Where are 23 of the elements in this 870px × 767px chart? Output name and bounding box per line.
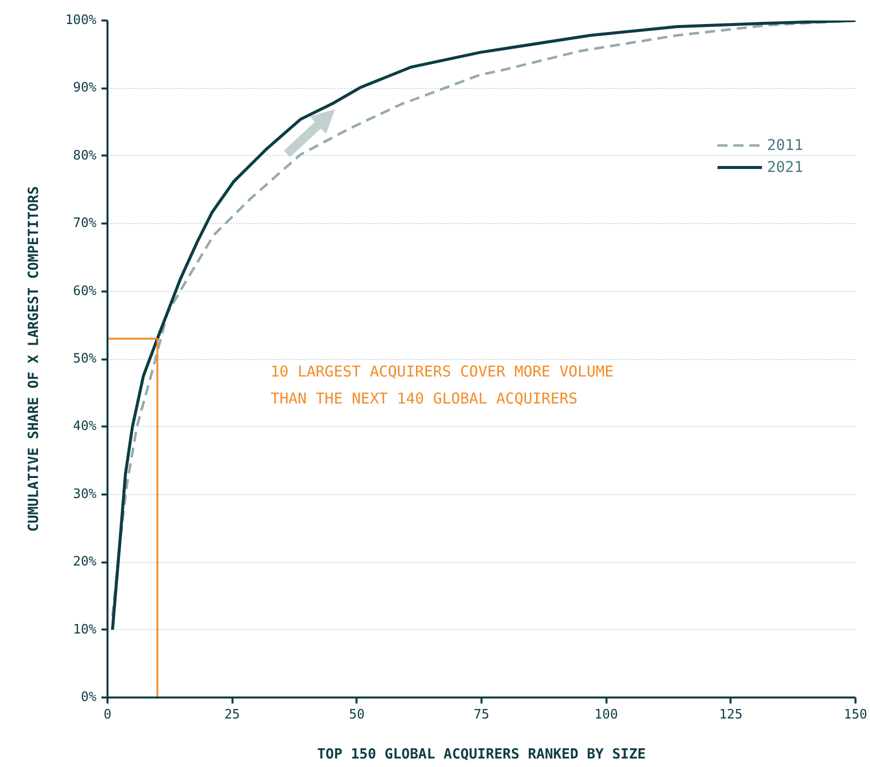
annotation: 10 LARGEST ACQUIRERS COVER MORE VOLUME THAN THE NEXT 140 GLOBAL ACQUIRERS bbox=[270, 362, 614, 408]
y-tick-label: 100% bbox=[65, 13, 97, 28]
y-tick-label: 90% bbox=[73, 80, 97, 96]
x-tick-label: 150 bbox=[844, 708, 868, 722]
x-tick-label: 125 bbox=[719, 708, 743, 722]
y-tick-label: 20% bbox=[73, 554, 97, 570]
y-tick-label: 80% bbox=[73, 148, 97, 164]
y-tick-label: 70% bbox=[73, 216, 97, 232]
x-axis-title: TOP 150 GLOBAL ACQUIRERS RANKED BY SIZE bbox=[317, 746, 646, 762]
y-tick-label: 0% bbox=[80, 690, 97, 705]
y-axis-title: CUMULATIVE SHARE OF X LARGEST COMPETITORS bbox=[26, 186, 42, 532]
x-tick-label: 100 bbox=[594, 708, 618, 722]
y-tick-label: 60% bbox=[73, 284, 97, 299]
y-tick-label: 50% bbox=[73, 352, 97, 366]
x-tick-label: 75 bbox=[474, 708, 490, 722]
y-tick-label: 30% bbox=[73, 486, 97, 502]
y-tick-label: 40% bbox=[73, 419, 97, 434]
x-tick-label: 0 bbox=[104, 708, 112, 722]
x-tick-label: 25 bbox=[224, 708, 240, 722]
legend-label: 2021 bbox=[767, 158, 804, 176]
x-tick-label: 50 bbox=[349, 708, 365, 722]
legend-label: 2011 bbox=[767, 136, 804, 154]
y-tick-label: 10% bbox=[73, 622, 97, 638]
